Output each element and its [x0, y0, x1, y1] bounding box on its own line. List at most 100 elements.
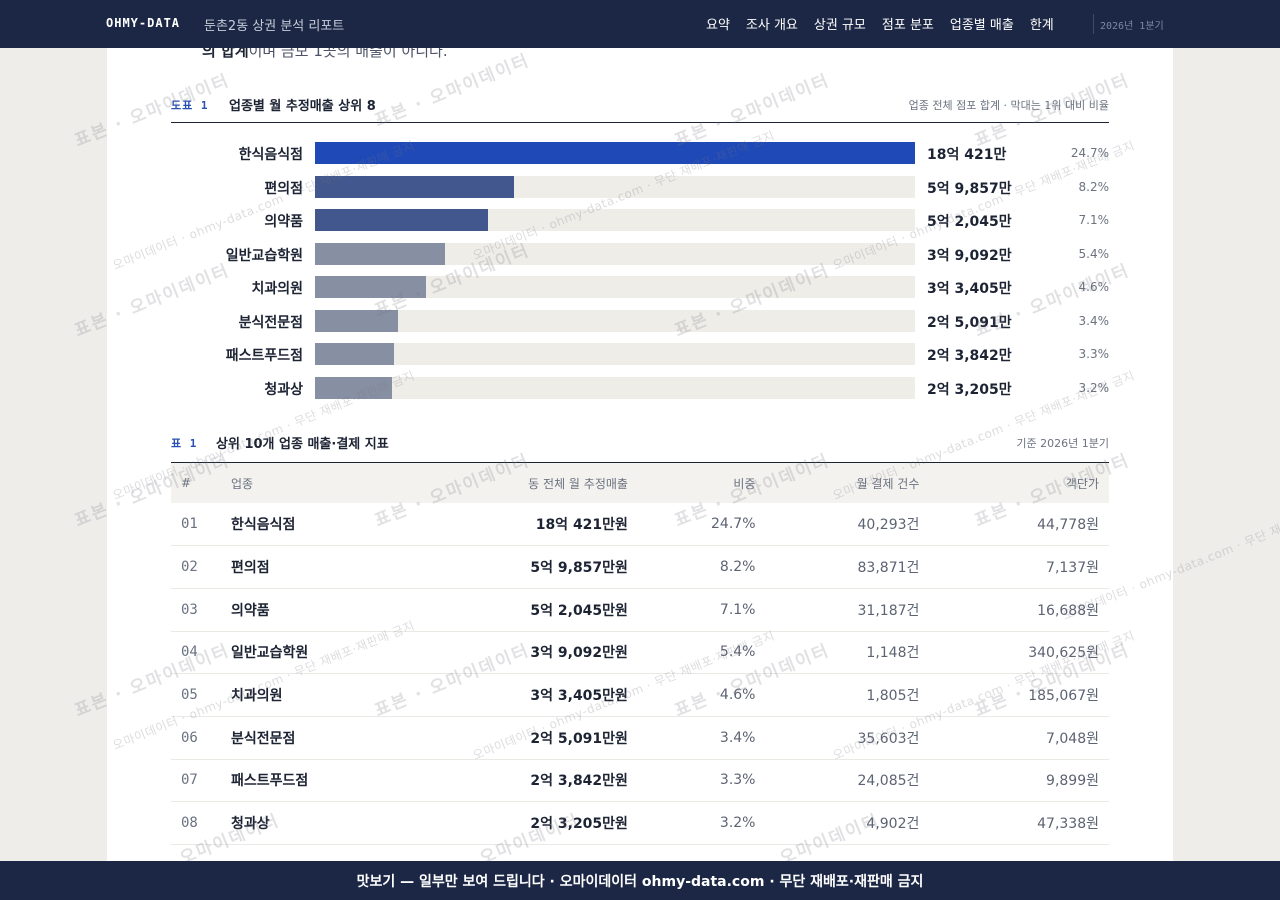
col-header-industry: 업종	[221, 463, 401, 503]
table-row: 02 편의점 5억 9,857만원 8.2% 83,871건 7,137원	[171, 545, 1109, 589]
bar-category-label: 패스트푸드점	[225, 348, 303, 364]
nav-link-sales-by-industry[interactable]: 업종별 매출	[949, 18, 1014, 33]
table-row: 03 의약품 5억 2,045만원 7.1% 31,187건 16,688원	[171, 588, 1109, 632]
section-nav: 요약 조사 개요 상권 규모 점포 분포 업종별 매출 한계	[706, 14, 1070, 33]
bar-track	[315, 142, 915, 164]
nav-link-store-distribution[interactable]: 점포 분포	[881, 18, 934, 33]
cell-count: 35,603건	[765, 716, 930, 760]
cell-industry: 의약품	[221, 588, 401, 632]
brand-logo[interactable]: OHMY-DATA	[106, 16, 181, 30]
table-title: 상위 10개 업종 매출·결제 지표	[216, 437, 389, 452]
cell-rank: 03	[171, 588, 221, 632]
cell-industry: 치과의원	[221, 673, 401, 717]
bar-row: 치과의원 3억 3,405만 4.6%	[171, 276, 1109, 298]
bar-track	[315, 175, 915, 198]
cell-count: 24,085건	[765, 759, 930, 803]
period-label: 2026년 1분기	[1100, 21, 1164, 32]
bar-track	[315, 343, 915, 365]
bar-row: 패스트푸드점 2억 3,842만 3.3%	[171, 343, 1109, 365]
table-header-row: # 업종 동 전체 월 추정매출 비중 월 결제 건수 객단가	[171, 463, 1109, 503]
table-row: 01 한식음식점 18억 421만원 24.7% 40,293건 44,778원	[171, 503, 1109, 547]
cell-rank: 02	[171, 545, 221, 589]
col-header-sales: 동 전체 월 추정매출	[401, 463, 638, 503]
cell-share: 24.7%	[637, 503, 766, 547]
table-row: 06 분식전문점 2억 5,091만원 3.4% 35,603건 7,048원	[171, 716, 1109, 760]
figure-header: 도표 1 업종별 월 추정매출 상위 8 업종 전체 점포 합계 · 막대는 1…	[171, 95, 1109, 123]
table-row: 05 치과의원 3억 3,405만원 4.6% 1,805건 185,067원	[171, 673, 1109, 717]
bar	[315, 142, 915, 164]
table-body: 01 한식음식점 18억 421만원 24.7% 40,293건 44,778원 02 편의점…	[171, 503, 1109, 845]
cell-price: 47,338원	[929, 801, 1109, 845]
table-note: 기준 2026년 1분기	[1016, 437, 1109, 450]
bar-category-label: 분식전문점	[238, 314, 303, 331]
nav-link-survey-overview[interactable]: 조사 개요	[745, 18, 798, 33]
figure-tag: 도표 1	[171, 99, 209, 112]
top-navbar: OHMY-DATA 둔촌2동 상권 분석 리포트 요약 조사 개요 상권 규모 …	[0, 0, 1280, 48]
report-title: 둔촌2동 상권 분석 리포트	[204, 19, 345, 34]
nav-link-market-size[interactable]: 상권 규모	[813, 18, 866, 33]
col-header-share: 비중	[637, 463, 766, 503]
bar-value-label: 2억 5,091만	[927, 314, 1012, 331]
cell-industry: 한식음식점	[221, 503, 401, 547]
cell-count: 83,871건	[765, 545, 930, 589]
col-header-count: 월 결제 건수	[765, 463, 930, 503]
bar-share-label: 24.7%	[1070, 146, 1109, 160]
sales-bar-chart: 한식음식점 18억 421만 24.7% 편의점 5억 9,857만 8.2% 의약품 5억 …	[171, 142, 1109, 402]
cell-price: 340,625원	[929, 631, 1109, 675]
bar-category-label: 일반교습학원	[225, 247, 303, 264]
nav-link-summary[interactable]: 요약	[706, 18, 730, 33]
cell-count: 1,148건	[765, 631, 930, 675]
bar-share-label: 5.4%	[1078, 246, 1110, 261]
footer-notice: 맛보기 — 일부만 보여 드립니다 · 오마이데이터 ohmy-data.com…	[356, 873, 924, 890]
cell-count: 31,187건	[765, 588, 930, 632]
intro-bold-text: 의 합계	[202, 48, 249, 60]
bar-share-label: 3.4%	[1078, 313, 1110, 328]
cell-industry: 패스트푸드점	[221, 759, 401, 803]
metrics-table: # 업종 동 전체 월 추정매출 비중 월 결제 건수 객단가 01 한식음식점 1…	[171, 463, 1109, 845]
bar-value-label: 3억 9,092만	[927, 247, 1012, 264]
table-tag: 표 1	[171, 437, 198, 450]
figure-note: 업종 전체 점포 합계 · 막대는 1위 대비 비율	[908, 99, 1109, 112]
cell-rank: 04	[171, 631, 221, 675]
bar-category-label: 청과상	[264, 381, 303, 398]
table-row: 07 패스트푸드점 2억 3,842만원 3.3% 24,085건 9,899원	[171, 759, 1109, 803]
cell-price: 7,048원	[929, 716, 1109, 760]
bar-category-label: 편의점	[264, 180, 303, 197]
cell-price: 9,899원	[929, 759, 1109, 803]
bar-share-label: 4.6%	[1078, 280, 1110, 294]
cell-sales: 2억 3,205만원	[401, 801, 638, 845]
bar-value-label: 2억 3,842만	[927, 348, 1012, 364]
bar	[315, 276, 427, 298]
bar-row: 의약품 5억 2,045만 7.1%	[171, 209, 1109, 231]
bar	[315, 376, 393, 399]
cell-sales: 2억 5,091만원	[401, 716, 638, 760]
bar-row: 편의점 5억 9,857만 8.2%	[171, 175, 1109, 198]
cell-rank: 07	[171, 759, 221, 803]
bar-value-label: 2억 3,205만	[927, 381, 1012, 398]
cell-rank: 01	[171, 503, 221, 547]
bar-category-label: 의약품	[264, 214, 303, 230]
cell-share: 8.2%	[637, 545, 766, 589]
bar-row: 일반교습학원 3억 9,092만 5.4%	[171, 242, 1110, 265]
cell-sales: 5억 2,045만원	[401, 588, 638, 632]
bar-share-label: 7.1%	[1078, 213, 1110, 227]
cell-rank: 06	[171, 716, 221, 760]
bar-value-label: 5억 9,857만	[927, 180, 1012, 197]
bar	[315, 209, 489, 231]
col-header-rank: #	[171, 463, 221, 503]
bar-track	[315, 376, 915, 399]
cell-sales: 5억 9,857만원	[401, 545, 638, 589]
cell-count: 40,293건	[765, 503, 930, 547]
nav-divider	[1093, 14, 1094, 34]
cell-industry: 일반교습학원	[221, 631, 401, 675]
nav-link-limitations[interactable]: 한계	[1029, 18, 1054, 33]
cell-share: 3.2%	[637, 801, 766, 845]
figure-title: 업종별 월 추정매출 상위 8	[229, 99, 376, 114]
preview-footer: 맛보기 — 일부만 보여 드립니다 · 오마이데이터 ohmy-data.com…	[0, 861, 1280, 900]
cell-count: 4,902건	[765, 801, 930, 845]
cell-share: 5.4%	[637, 631, 766, 675]
cell-share: 3.4%	[637, 716, 766, 760]
bar	[315, 309, 399, 332]
bar-track	[315, 276, 915, 298]
bar-value-label: 5억 2,045만	[927, 214, 1012, 230]
